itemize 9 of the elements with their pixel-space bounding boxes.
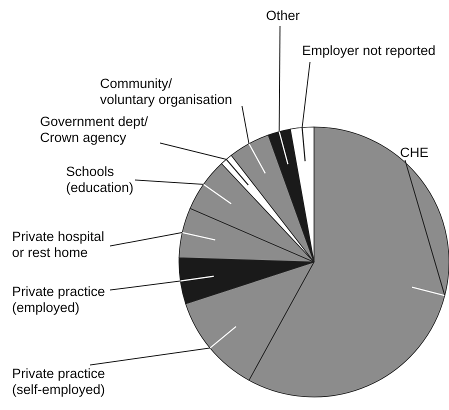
slice-label: Private practice (self-employed): [12, 366, 106, 397]
slice-label: Other: [266, 8, 300, 23]
slice-label: CHE: [400, 145, 429, 160]
slice-label: Community/ voluntary organisation: [100, 76, 232, 107]
slice-label: Private practice (employed): [12, 284, 106, 315]
slice-label: Schools (education): [66, 164, 134, 195]
slice-label: Private hospital or rest home: [12, 229, 104, 260]
slice-label: Employer not reported: [302, 43, 436, 58]
slice-label: Government dept/ Crown agency: [40, 114, 148, 145]
